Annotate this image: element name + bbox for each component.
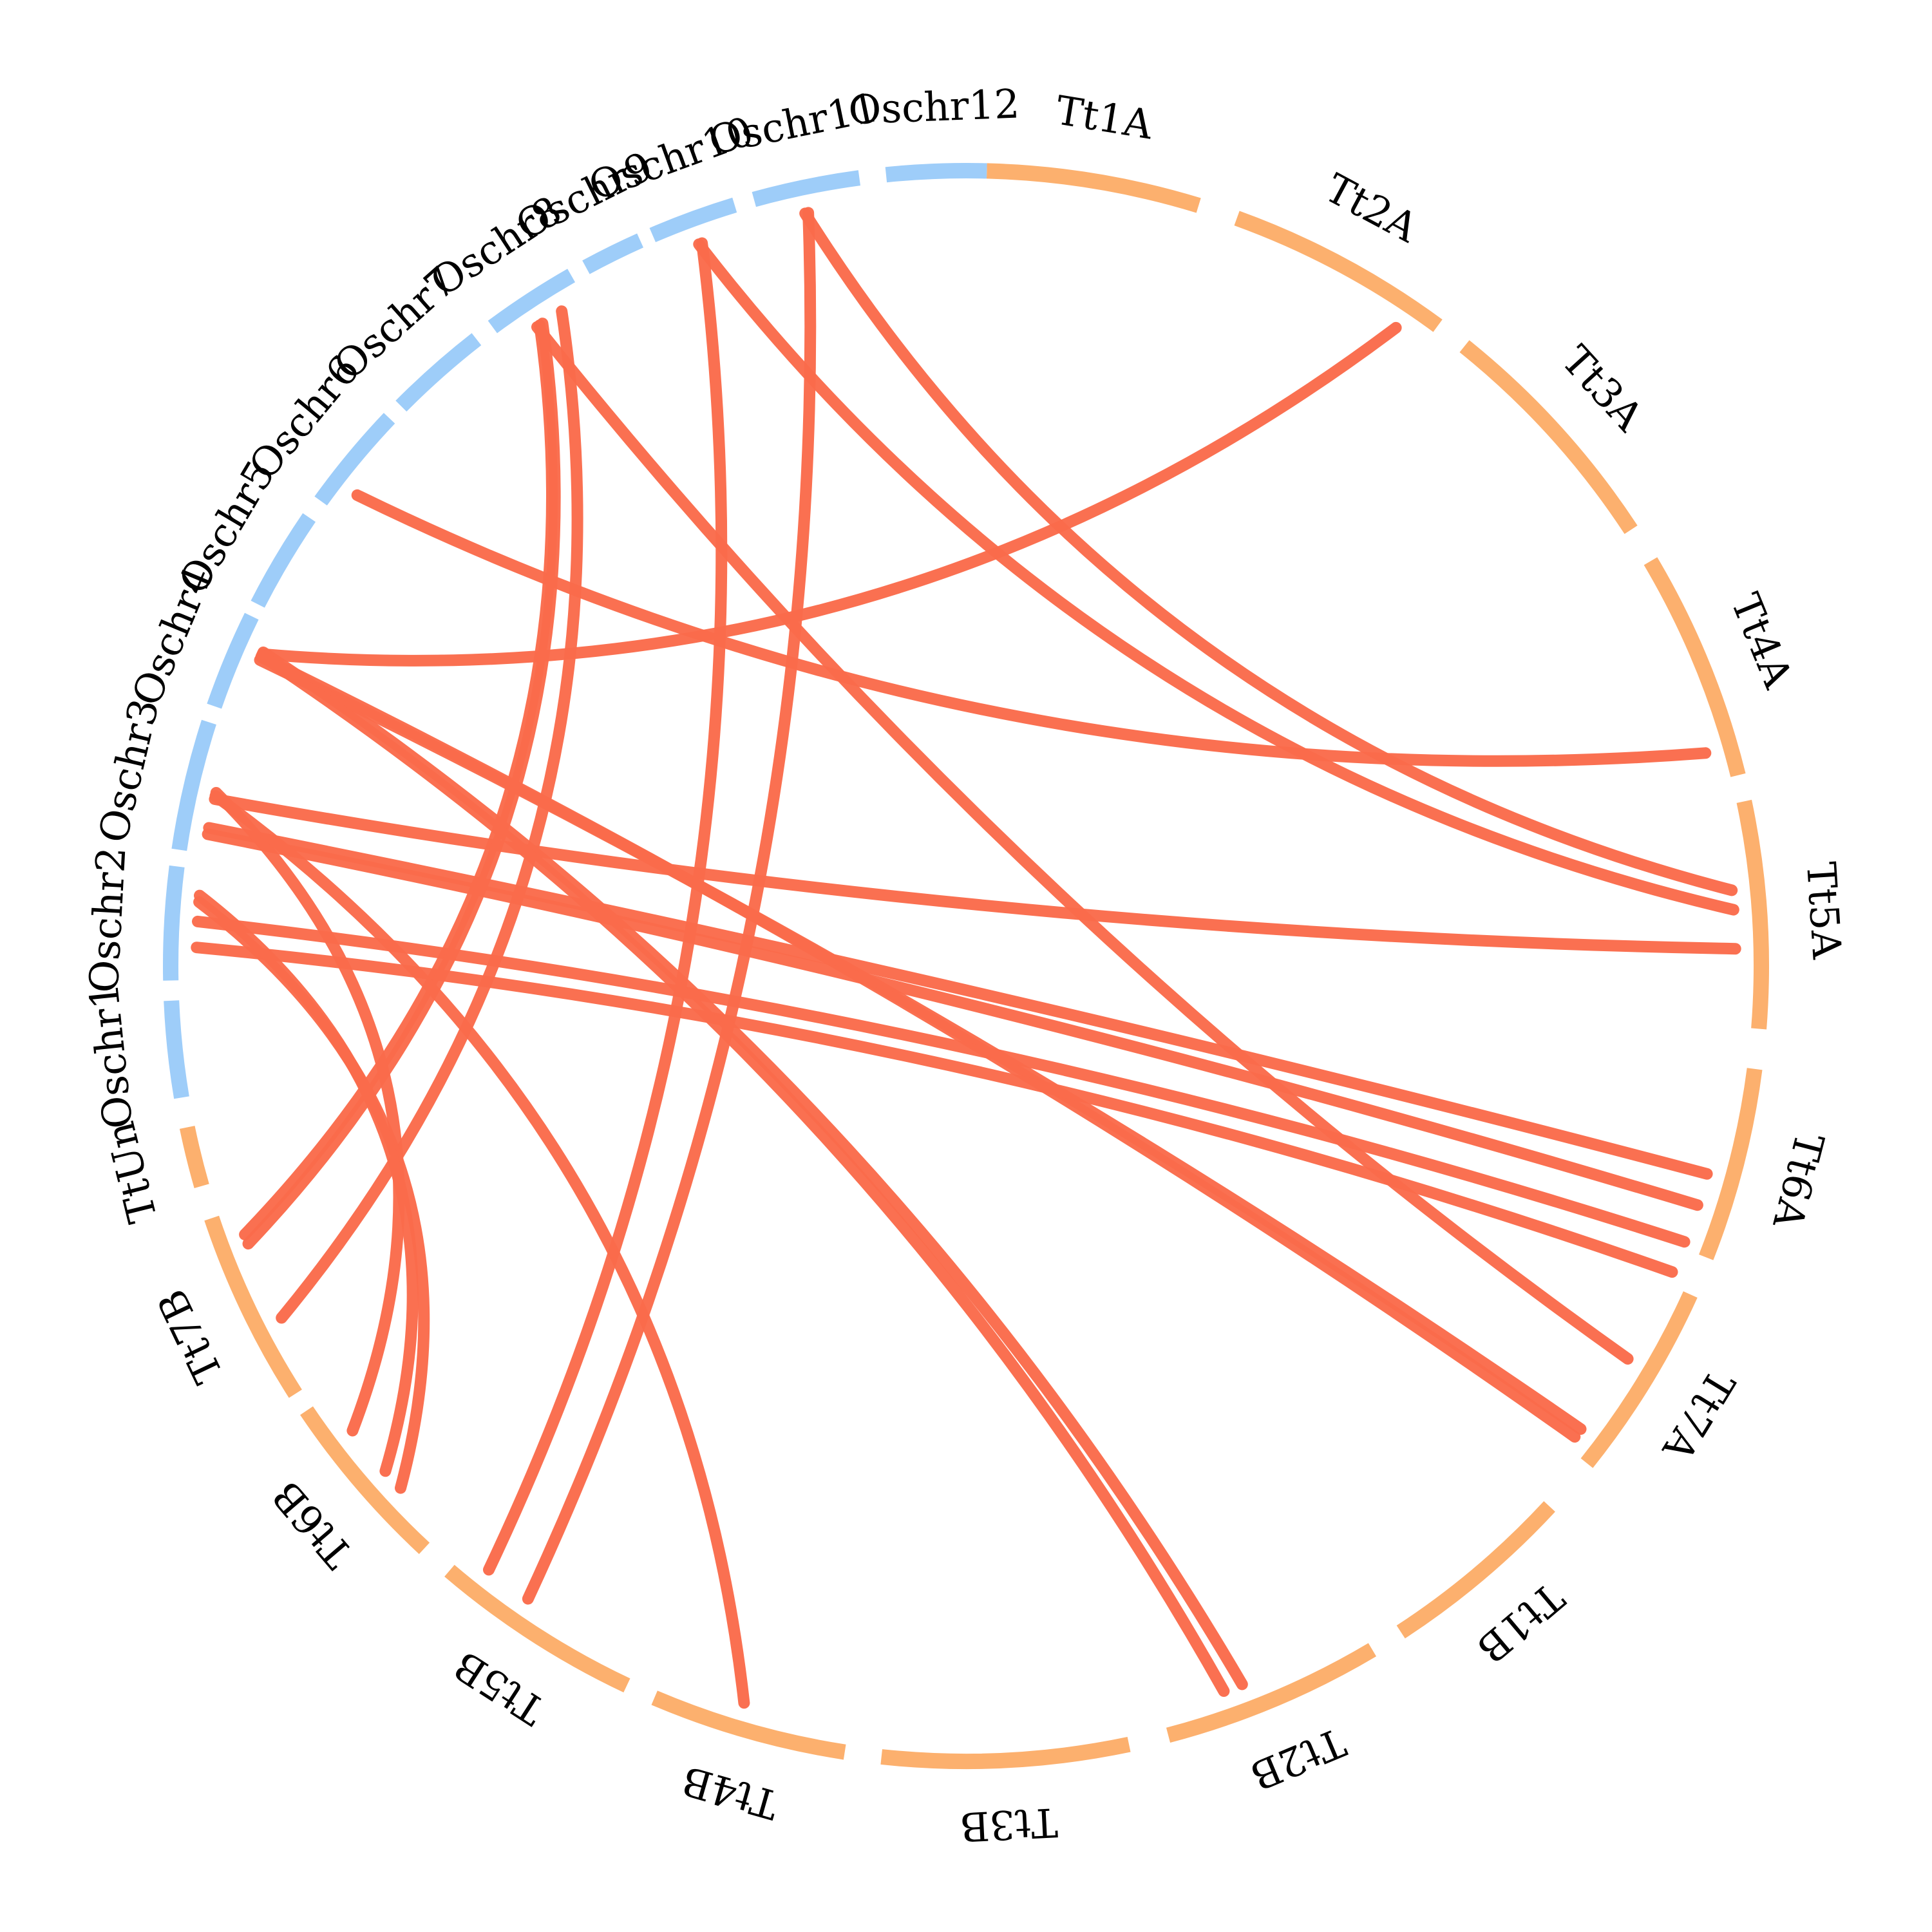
chromosome-label-ttun: TtUn xyxy=(97,1117,167,1227)
chromosome-segment-ttun xyxy=(179,1126,209,1189)
chromosome-segment-oschr2 xyxy=(162,865,185,981)
chromosome-segment-tt1b xyxy=(1396,1501,1555,1639)
synteny-link-oschr2-tt7a-11 xyxy=(191,942,1678,1278)
synteny-link-oschr11-tt5a-1 xyxy=(799,207,1738,896)
chromosome-label-oschr3: Oschr3 xyxy=(90,694,169,847)
chromosome-segment-tt5a xyxy=(1736,799,1769,1030)
synteny-link-oschr3-tt6b-19 xyxy=(210,787,405,1437)
synteny-link-oschr8-tt7b-13 xyxy=(242,317,561,1250)
synteny-link-oschr2-tt6b-21 xyxy=(193,896,430,1494)
synteny-link-oschr8-tt7a-6 xyxy=(531,321,1634,1365)
chromosome-segment-tt5b xyxy=(444,1564,630,1692)
synteny-link-oschr3-tt6a-9 xyxy=(202,828,1703,1211)
synteny-link-oschr3-tt4b-20 xyxy=(209,790,750,1709)
chromosome-segment-oschr10 xyxy=(649,197,737,243)
chromosome-label-tt6b: Tt6B xyxy=(263,1472,362,1577)
chromosome-segment-tt7a xyxy=(1580,1291,1698,1468)
synteny-link-oschr4-tt7a-5 xyxy=(254,654,1587,1435)
chromosome-segment-oschr8 xyxy=(488,269,576,334)
chromosome-ring xyxy=(162,163,1769,1769)
chromosome-segment-oschr12 xyxy=(885,163,987,183)
chromosome-label-tt7a: Tt7A xyxy=(1653,1362,1745,1470)
chromosome-label-tt6a: Tt6A xyxy=(1763,1128,1833,1234)
chromosome-label-tt2b: Tt2B xyxy=(1244,1719,1352,1800)
chromosome-segment-tt3b xyxy=(880,1737,1131,1769)
chromosome-segment-tt6a xyxy=(1699,1068,1763,1260)
synteny-link-oschr4-tt2a-0 xyxy=(256,321,1402,667)
chromosome-label-tt5b: Tt5B xyxy=(446,1642,553,1734)
chromosome-label-oschr2: Oschr2 xyxy=(80,846,135,994)
synteny-link-oschr3-tt6a-8 xyxy=(203,822,1713,1180)
chromosome-segment-oschr9 xyxy=(582,233,644,274)
chromosome-segment-oschr5 xyxy=(251,513,316,608)
chromosome-segment-tt2b xyxy=(1166,1643,1377,1743)
chromosome-segment-oschr1 xyxy=(164,1000,189,1099)
synteny-links xyxy=(191,207,1741,1709)
chromosome-segment-tt2a xyxy=(1234,211,1443,332)
chromosome-label-tt4a: Tt4A xyxy=(1721,587,1802,695)
chromosome-label-tt3a: Tt3A xyxy=(1553,337,1653,440)
synteny-link-oschr2-tt6b-22 xyxy=(194,889,419,1477)
chromosome-segment-tt4b xyxy=(651,1690,846,1760)
chromosome-label-tt1a: Tt1A xyxy=(1052,86,1156,148)
chromosome-segment-tt3a xyxy=(1459,340,1638,535)
chromosome-label-tt7b: Tt7B xyxy=(148,1282,232,1390)
chromosome-label-tt3b: Tt3B xyxy=(959,1799,1059,1850)
chromosome-segment-oschr6 xyxy=(314,413,395,506)
synteny-link-oschr2-tt6a-10 xyxy=(192,915,1690,1248)
chromosome-segment-oschr3 xyxy=(171,719,216,851)
chromosome-label-tt2a: Tt2A xyxy=(1318,164,1426,252)
chromosome-label-tt4b: Tt4B xyxy=(677,1757,783,1829)
chromosome-label-oschr12: Oschr12 xyxy=(848,80,1020,133)
chromosome-segment-oschr4 xyxy=(207,612,259,709)
chromosome-label-tt5a: Tt5A xyxy=(1797,860,1851,961)
chromosome-label-tt1b: Tt1B xyxy=(1468,1573,1573,1672)
chromosome-segment-tt7b xyxy=(204,1215,302,1398)
synteny-link-oschr10-tt5b-15 xyxy=(483,237,728,1576)
chromosome-segment-oschr7 xyxy=(395,333,482,412)
synteny-link-oschr11-tt5b-16 xyxy=(522,207,817,1605)
chromosome-segment-tt1a xyxy=(986,163,1201,213)
synteny-link-oschr3-tt5a-7 xyxy=(209,793,1741,955)
chromosome-label-oschr1: Oschr1 xyxy=(80,981,142,1131)
synteny-link-oschr4-tt2b-18 xyxy=(256,650,1230,1697)
chromosome-segment-tt4a xyxy=(1643,557,1746,777)
chromosome-segment-oschr11 xyxy=(752,170,861,207)
chromosome-segment-tt6b xyxy=(300,1406,430,1555)
synteny-link-oschr10-tt5a-2 xyxy=(693,238,1739,916)
